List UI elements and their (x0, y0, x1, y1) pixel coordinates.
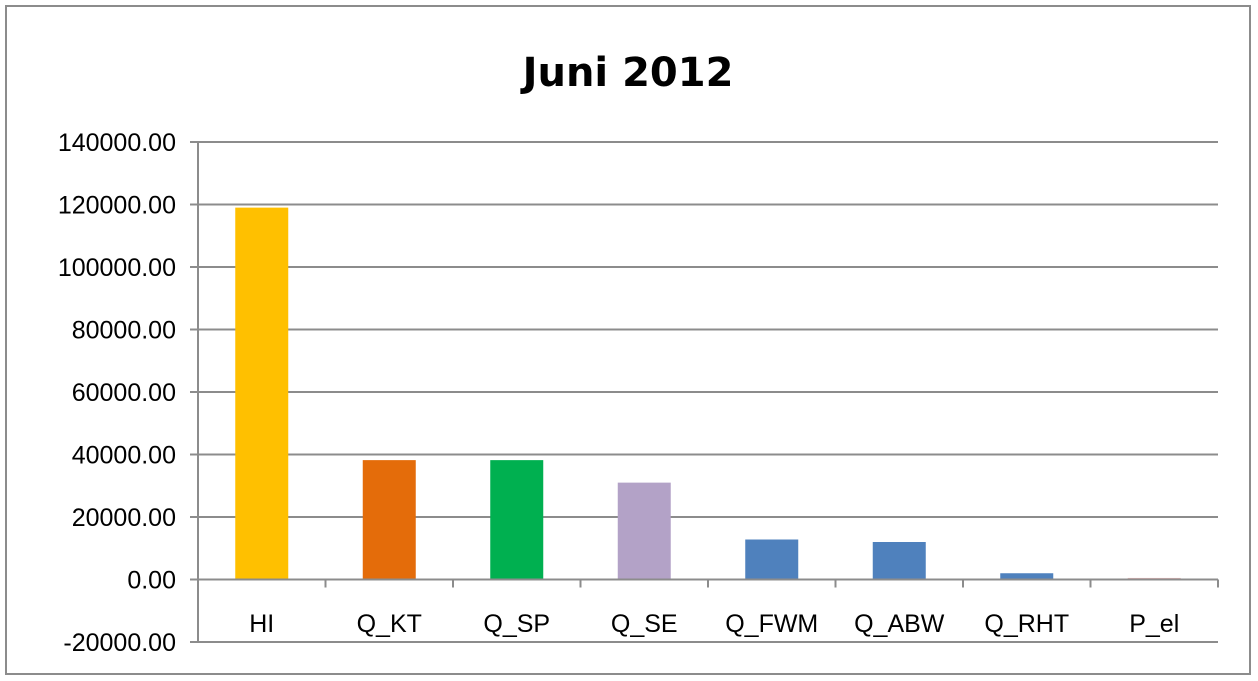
bar-q-rht (1000, 573, 1054, 580)
x-tick-label: Q_KT (357, 610, 422, 638)
x-tick-label: Q_RHT (984, 610, 1069, 638)
gridlines (198, 141, 1218, 643)
y-tick-label: 140000.00 (58, 129, 176, 157)
x-tick-label: HI (249, 610, 274, 638)
y-tick-label: 80000.00 (72, 317, 176, 345)
y-tick-label: 120000.00 (58, 192, 176, 220)
axes (190, 141, 1219, 643)
bar-q-sp (490, 460, 544, 580)
y-tick-label: 40000.00 (72, 442, 176, 470)
x-tick-label: Q_ABW (854, 610, 945, 638)
bar-q-fwm (745, 539, 799, 580)
y-axis-ticks: 140000.00 120000.00 100000.00 80000.00 60000… (58, 129, 176, 657)
bar-q-abw (872, 542, 926, 580)
bar-q-kt (362, 460, 416, 580)
y-tick-label: 100000.00 (58, 254, 176, 282)
x-axis-ticks: HI Q_KT Q_SP Q_SE Q_FWM Q_ABW Q_RHT P_el (249, 610, 1179, 638)
y-tick-label: 60000.00 (72, 379, 176, 407)
x-tick-label: P_el (1129, 610, 1179, 638)
x-tick-label: Q_FWM (725, 610, 818, 638)
bars (235, 207, 1181, 580)
x-tick-label: Q_SP (483, 610, 550, 638)
y-tick-label: 20000.00 (72, 504, 176, 532)
chart-title: Juni 2012 (520, 50, 734, 96)
y-tick-label: -20000.00 (63, 629, 176, 657)
bar-q-se (617, 482, 671, 580)
bar-hi (235, 207, 289, 580)
y-tick-label: 0.00 (127, 567, 176, 595)
x-tick-label: Q_SE (611, 610, 678, 638)
